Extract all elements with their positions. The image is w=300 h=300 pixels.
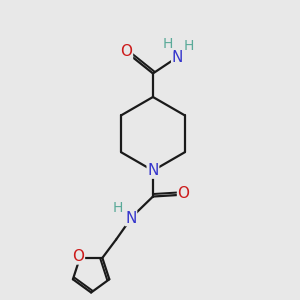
Text: H: H: [112, 201, 123, 215]
Text: N: N: [147, 163, 159, 178]
Text: O: O: [120, 44, 132, 59]
Text: N: N: [125, 211, 136, 226]
Text: O: O: [72, 249, 84, 264]
Text: H: H: [184, 39, 194, 53]
Text: H: H: [163, 37, 173, 51]
Text: O: O: [178, 186, 190, 201]
Text: N: N: [172, 50, 183, 65]
